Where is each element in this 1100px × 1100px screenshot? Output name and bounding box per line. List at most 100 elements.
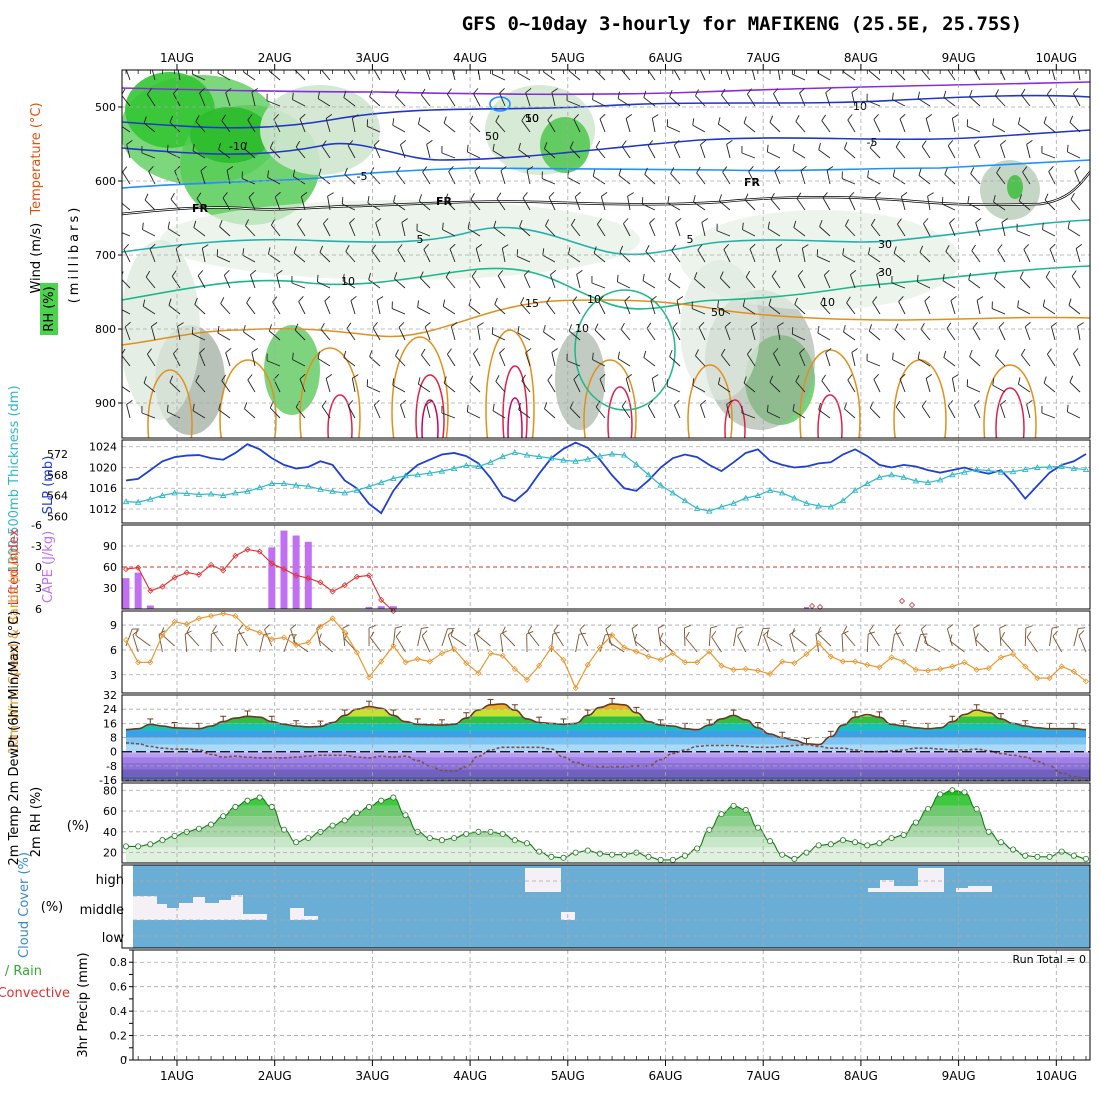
wind-barb-flag	[221, 374, 226, 381]
wind-barb	[818, 409, 831, 419]
wind-barb	[891, 634, 895, 653]
rh-point	[268, 803, 275, 810]
wind-barb	[347, 145, 356, 159]
wind-barb-flag	[372, 322, 378, 329]
thickness-point	[1021, 466, 1029, 473]
wind-barb	[574, 196, 581, 211]
contour-label: 5	[417, 233, 424, 246]
wind-barb-flag	[444, 193, 449, 201]
wind-barb	[621, 406, 631, 419]
thickness-point	[864, 480, 871, 487]
wind-barb-flag	[499, 347, 505, 354]
wind-barb-flag	[802, 244, 809, 249]
wind-barb-flag	[895, 400, 901, 408]
wind-speed-point	[487, 650, 494, 657]
rh-point	[912, 819, 919, 826]
wind-barb-flag	[500, 165, 507, 171]
wind-barb	[320, 328, 331, 341]
thickness-point	[730, 499, 737, 506]
wind-barb-flag	[352, 114, 359, 119]
thickness-point	[535, 453, 543, 460]
wind-speed-point	[268, 636, 275, 643]
thickness-point	[839, 497, 847, 504]
wind-barb	[343, 357, 356, 367]
wind-barb-flag	[316, 274, 319, 282]
wind-barb	[145, 276, 156, 289]
wind-barb-flag	[1020, 348, 1026, 356]
y-tick-label-li: -6	[31, 519, 42, 532]
wind-barb	[649, 222, 656, 237]
wind-barb-flag	[970, 167, 975, 174]
wind-barb-flag	[346, 322, 352, 329]
wind-barb-flag	[425, 62, 430, 67]
thickness-point	[195, 491, 203, 497]
wind-barb	[568, 253, 581, 263]
wind-barb-flag	[417, 117, 421, 125]
wind-barb-flag	[594, 70, 596, 71]
wind-barb-flag	[344, 167, 348, 175]
wind-barb	[318, 639, 333, 653]
wind-barb-flag	[367, 196, 370, 204]
wind-barb	[467, 411, 481, 419]
wind-barb	[217, 332, 231, 341]
wind-barb	[973, 405, 981, 419]
wind-barb	[143, 382, 156, 393]
wind-barb	[441, 628, 448, 647]
wind-barb-flag	[447, 348, 452, 355]
wind-barb-flag	[543, 70, 545, 73]
wind-barb-flag	[1075, 243, 1083, 249]
wind-barb	[874, 196, 881, 211]
wind-barb-flag	[1026, 140, 1033, 145]
wind-barb-flag	[823, 269, 830, 276]
wind-barb-flag	[867, 247, 871, 255]
wind-barb-flag	[995, 349, 999, 356]
wind-barb-flag	[1026, 631, 1032, 638]
wind-speed-point	[669, 650, 676, 657]
rh-point	[900, 831, 907, 838]
wind-barb-flag	[496, 192, 502, 199]
svg-text:Wind (m/s) Temperature (: Wind (m/s) Temperature (°C)	[29, 102, 44, 293]
wind-barb-flag	[791, 327, 794, 335]
wind-barb-flag	[892, 92, 894, 100]
wind-barb	[367, 385, 381, 393]
thickness-point	[584, 455, 592, 462]
wind-barb	[367, 202, 381, 211]
wind-barb-flag	[819, 219, 823, 227]
rh-point	[925, 805, 932, 812]
wind-barb	[869, 147, 881, 159]
thickness-point	[548, 454, 555, 461]
wind-barb	[167, 228, 181, 237]
wind-barb	[441, 152, 456, 159]
rh-point	[305, 835, 312, 842]
wind-barb-flag	[125, 62, 130, 67]
cloud-block	[231, 895, 243, 920]
wind-barb-flag	[196, 192, 202, 199]
thickness-point	[317, 485, 324, 492]
wind-barb	[267, 177, 281, 185]
wind-barb-flag	[350, 295, 357, 301]
thickness-point	[851, 486, 859, 493]
wind-barb-flag	[968, 272, 971, 280]
wind-barb-flag	[122, 166, 128, 173]
wind-barb	[551, 352, 556, 367]
thickness-point	[936, 476, 944, 483]
wind-barb-flag	[578, 632, 587, 635]
wind-speed-point	[329, 615, 336, 622]
wind-speed-point	[864, 661, 871, 668]
wind-barb	[843, 631, 856, 647]
wind-barb	[891, 282, 906, 289]
wind-barb-flag	[445, 270, 451, 278]
wind-barb-flag	[631, 624, 639, 629]
wind-barb	[771, 276, 781, 289]
wind-barb	[595, 406, 606, 419]
rh-area	[126, 790, 1086, 863]
wind-barb	[951, 118, 956, 133]
wind-barb	[721, 94, 731, 107]
wind-barb-flag	[625, 113, 633, 119]
wind-barb-flag	[347, 140, 354, 147]
wind-barb-flag	[395, 630, 401, 637]
wind-barb	[925, 378, 931, 393]
wind-barb	[220, 303, 231, 315]
wind-barb-flag	[825, 347, 832, 354]
wind-barb	[921, 146, 931, 159]
